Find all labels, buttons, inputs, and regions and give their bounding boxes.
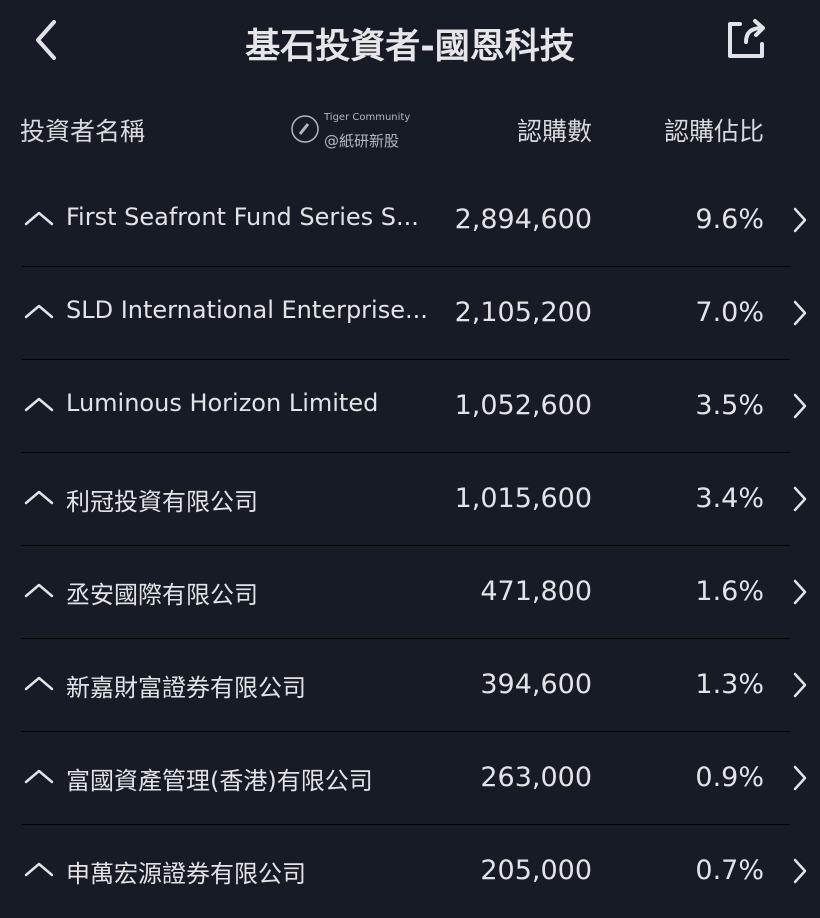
subscription-ratio: 0.9%	[695, 762, 764, 793]
investor-row[interactable]: SLD International Enterprise... 2,105,20…	[0, 267, 820, 360]
column-header-name: 投資者名稱	[20, 117, 146, 146]
subscribed-shares: 2,894,600	[454, 204, 592, 235]
chevron-right-icon[interactable]	[792, 206, 808, 234]
subscription-ratio: 0.7%	[695, 855, 764, 886]
subscribed-shares: 205,000	[480, 855, 592, 886]
chevron-left-icon[interactable]	[30, 18, 64, 62]
subscribed-shares: 471,800	[480, 576, 592, 607]
investor-row[interactable]: 申萬宏源證券有限公司 205,000 0.7%	[0, 825, 820, 918]
subscription-ratio: 1.6%	[695, 576, 764, 607]
chevron-up-icon[interactable]	[24, 675, 54, 691]
investor-name: 利冠投資有限公司	[66, 488, 258, 516]
investor-name: 申萬宏源證券有限公司	[66, 860, 306, 888]
chevron-up-icon[interactable]	[24, 489, 54, 505]
subscribed-shares: 263,000	[480, 762, 592, 793]
chevron-up-icon[interactable]	[24, 396, 54, 412]
subscription-ratio: 3.5%	[695, 390, 764, 421]
row-divider	[22, 452, 790, 453]
watermark-handle: @紙研新股	[324, 132, 400, 150]
page-title: 基石投資者-國恩科技	[245, 27, 575, 67]
chevron-right-icon[interactable]	[792, 764, 808, 792]
chevron-up-icon[interactable]	[24, 210, 54, 226]
watermark-brand: Tiger Community	[324, 112, 411, 123]
investor-row[interactable]: 丞安國際有限公司 471,800 1.6%	[0, 546, 820, 639]
subscription-ratio: 1.3%	[695, 669, 764, 700]
column-header-ratio: 認購佔比	[663, 117, 764, 146]
chevron-right-icon[interactable]	[792, 485, 808, 513]
investor-row[interactable]: 利冠投資有限公司 1,015,600 3.4%	[0, 453, 820, 546]
investor-name: First Seafront Fund Series S...	[66, 203, 419, 231]
row-divider	[22, 359, 790, 360]
chevron-right-icon[interactable]	[792, 392, 808, 420]
investor-name: 丞安國際有限公司	[66, 581, 258, 609]
watermark: Tiger Community @紙研新股	[290, 106, 440, 156]
investor-name: SLD International Enterprise...	[66, 296, 428, 324]
investor-row[interactable]: 新嘉財富證券有限公司 394,600 1.3%	[0, 639, 820, 732]
row-divider	[22, 824, 790, 825]
subscription-ratio: 3.4%	[695, 483, 764, 514]
share-icon[interactable]	[724, 16, 770, 62]
investor-list: First Seafront Fund Series S... 2,894,60…	[0, 174, 820, 918]
chevron-up-icon[interactable]	[24, 582, 54, 598]
subscription-ratio: 9.6%	[695, 204, 764, 235]
investor-row[interactable]: Luminous Horizon Limited 1,052,600 3.5%	[0, 360, 820, 453]
row-divider	[22, 266, 790, 267]
row-divider	[22, 638, 790, 639]
investor-row[interactable]: 富國資產管理(香港)有限公司 263,000 0.9%	[0, 732, 820, 825]
subscription-ratio: 7.0%	[695, 297, 764, 328]
row-divider	[22, 731, 790, 732]
investor-row[interactable]: First Seafront Fund Series S... 2,894,60…	[0, 174, 820, 267]
subscribed-shares: 2,105,200	[454, 297, 592, 328]
chevron-right-icon[interactable]	[792, 671, 808, 699]
chevron-up-icon[interactable]	[24, 768, 54, 784]
subscribed-shares: 1,015,600	[454, 483, 592, 514]
subscribed-shares: 394,600	[480, 669, 592, 700]
chevron-right-icon[interactable]	[792, 299, 808, 327]
chevron-up-icon[interactable]	[24, 861, 54, 877]
column-header-shares: 認購數	[516, 117, 592, 146]
header: 基石投資者-國恩科技	[0, 0, 820, 85]
investor-name: 富國資產管理(香港)有限公司	[66, 767, 373, 795]
tiger-logo-icon	[291, 115, 319, 143]
chevron-right-icon[interactable]	[792, 578, 808, 606]
chevron-right-icon[interactable]	[792, 857, 808, 885]
investor-name: Luminous Horizon Limited	[66, 389, 379, 417]
subscribed-shares: 1,052,600	[454, 390, 592, 421]
investor-name: 新嘉財富證券有限公司	[66, 674, 306, 702]
row-divider	[22, 545, 790, 546]
chevron-up-icon[interactable]	[24, 303, 54, 319]
